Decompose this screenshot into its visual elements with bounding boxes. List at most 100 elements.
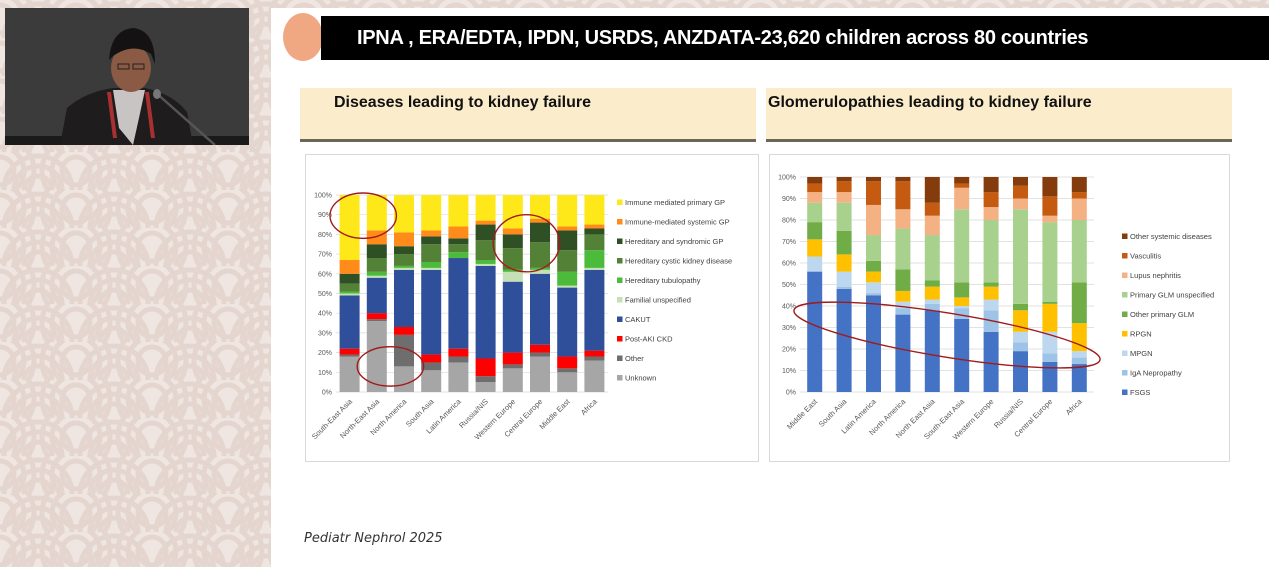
bar-segment-other-primary-glm	[1013, 303, 1028, 311]
bar-segment-fsgs	[1013, 351, 1028, 392]
bar-segment-rpgn	[983, 286, 999, 300]
bar-segment-unknown	[584, 360, 605, 392]
bar-segment-familial-unspecified	[421, 267, 442, 270]
bar-segment-vasculitis	[954, 183, 970, 188]
bar-segment-post-aki-ckd	[366, 313, 387, 320]
speaker-video-inset	[5, 8, 249, 145]
legend-item-unknown: Unknown	[617, 374, 656, 383]
bar-segment-immune-mediated-systemic-gp	[530, 218, 550, 223]
y-tick-label: 60%	[318, 271, 332, 278]
y-tick-label: 20%	[318, 350, 332, 357]
bar-segment-familial-unspecified	[502, 271, 523, 282]
bar-segment-cakut	[557, 287, 578, 357]
bar-segment-other-primary-glm	[836, 230, 852, 255]
diseases-chart: 0% 10% 20% 30% 40% 50% 60% 70% 80% 90% 100% South-E…	[305, 154, 759, 462]
legend-swatch	[617, 355, 623, 361]
bar-segment-unknown	[448, 362, 469, 392]
bar-segment-lupus-nephritis	[983, 207, 999, 220]
bar-segment-cakut	[421, 269, 442, 355]
bar-segment-primary-glm-unspecified	[866, 235, 881, 261]
bar-segment-cakut	[339, 295, 360, 349]
bar-segment-vasculitis	[807, 183, 823, 193]
bar-segment-rpgn	[807, 239, 823, 257]
bar-segment-vasculitis	[924, 202, 940, 216]
bar-segment-hereditary-cystic-kidney-disease	[421, 244, 442, 262]
bar-segment-immune-mediated-systemic-gp	[448, 226, 469, 239]
bar-segment-cakut	[366, 277, 387, 314]
y-tick-label: 50%	[318, 291, 332, 298]
bar-segment-primary-glm-unspecified	[924, 235, 940, 281]
bar-segment-rpgn	[924, 286, 940, 300]
bar-segment-other-systemic-diseases	[807, 177, 823, 184]
bar-segment-post-aki-ckd	[448, 348, 469, 357]
bar-segment-fsgs	[1071, 364, 1087, 392]
legend-swatch	[617, 336, 623, 342]
bar-segment-hereditary-and-syndromic-gp	[502, 234, 523, 249]
bar-segment-other	[530, 352, 550, 357]
legend-label: Hereditary tubulopathy	[625, 276, 701, 285]
legend-item-immune-mediated-primary-gp: Immune mediated primary GP	[617, 198, 725, 207]
legend-label: Immune-mediated systemic GP	[625, 218, 730, 227]
bar-segment-immune-mediated-primary-gp	[421, 195, 442, 231]
y-tick-label: 80%	[782, 218, 796, 225]
bar-segment-post-aki-ckd	[339, 348, 360, 355]
legend-swatch	[617, 297, 623, 303]
bar-south-east-asia	[954, 177, 970, 392]
bar-segment-immune-mediated-primary-gp	[557, 195, 578, 227]
legend-swatch	[617, 258, 623, 264]
bar-segment-other-primary-glm	[924, 280, 940, 287]
bar-segment-rpgn	[866, 271, 881, 283]
bar-africa	[1071, 177, 1087, 392]
bar-segment-primary-glm-unspecified	[1013, 209, 1028, 304]
y-tick-label: 10%	[318, 370, 332, 377]
bar-segment-other-primary-glm	[1071, 282, 1087, 324]
bar-segment-mpgn	[1042, 331, 1058, 354]
bar-segment-unknown	[502, 368, 523, 392]
legend-label: Other systemic diseases	[1130, 232, 1212, 241]
bar-segment-immune-mediated-primary-gp	[584, 195, 605, 225]
legend-swatch	[1122, 389, 1128, 395]
legend-label: Hereditary and syndromic GP	[625, 237, 723, 246]
y-tick-label: 80%	[318, 232, 332, 239]
bar-segment-familial-unspecified	[530, 269, 550, 274]
y-tick-label: 10%	[782, 368, 796, 375]
bar-segment-lupus-nephritis	[895, 209, 911, 229]
bar-western-europe	[983, 177, 999, 392]
bar-segment-immune-mediated-systemic-gp	[475, 220, 496, 225]
legend-item-vasculitis: Vasculitis	[1122, 252, 1161, 261]
bar-central-europe	[1042, 177, 1058, 392]
bar-segment-immune-mediated-systemic-gp	[584, 224, 605, 229]
y-tick-label: 30%	[782, 325, 796, 332]
diseases-chart-svg: 0%10%20%30%40%50%60%70%80%90%100%South-E…	[310, 192, 732, 442]
bar-segment-lupus-nephritis	[807, 192, 823, 203]
bar-segment-familial-unspecified	[366, 275, 387, 278]
bar-segment-other-primary-glm	[807, 222, 823, 240]
bar-segment-hereditary-tubulopathy	[339, 291, 360, 294]
bar-south-asia	[421, 195, 442, 392]
bar-segment-lupus-nephritis	[1071, 198, 1087, 220]
bar-segment-mpgn	[836, 271, 852, 287]
bar-segment-hereditary-cystic-kidney-disease	[339, 283, 360, 292]
bar-segment-vasculitis	[866, 181, 881, 205]
bar-segment-other-systemic-diseases	[866, 177, 881, 182]
legend-swatch	[1122, 253, 1128, 259]
legend-swatch	[1122, 292, 1128, 298]
bar-segment-vasculitis	[1013, 185, 1028, 199]
bar-segment-post-aki-ckd	[530, 344, 550, 353]
legend-label: Post-AKI CKD	[625, 335, 673, 344]
bar-segment-hereditary-cystic-kidney-disease	[530, 242, 550, 268]
bar-segment-lupus-nephritis	[924, 215, 940, 236]
legend-item-other: Other	[617, 354, 644, 363]
bar-segment-mpgn	[1013, 331, 1028, 343]
bar-segment-lupus-nephritis	[1042, 215, 1058, 223]
bar-segment-hereditary-and-syndromic-gp	[366, 244, 387, 259]
bar-segment-immune-mediated-primary-gp	[530, 195, 550, 219]
y-tick-label: 100%	[778, 175, 796, 182]
bar-segment-immune-mediated-systemic-gp	[339, 260, 360, 274]
y-tick-label: 20%	[782, 347, 796, 354]
bar-segment-hereditary-cystic-kidney-disease	[557, 250, 578, 272]
legend-swatch	[1122, 311, 1128, 317]
bar-segment-other-primary-glm	[954, 282, 970, 298]
bar-segment-lupus-nephritis	[866, 204, 881, 236]
right-chart-heading: Glomerulopathies leading to kidney failu…	[766, 88, 1232, 142]
